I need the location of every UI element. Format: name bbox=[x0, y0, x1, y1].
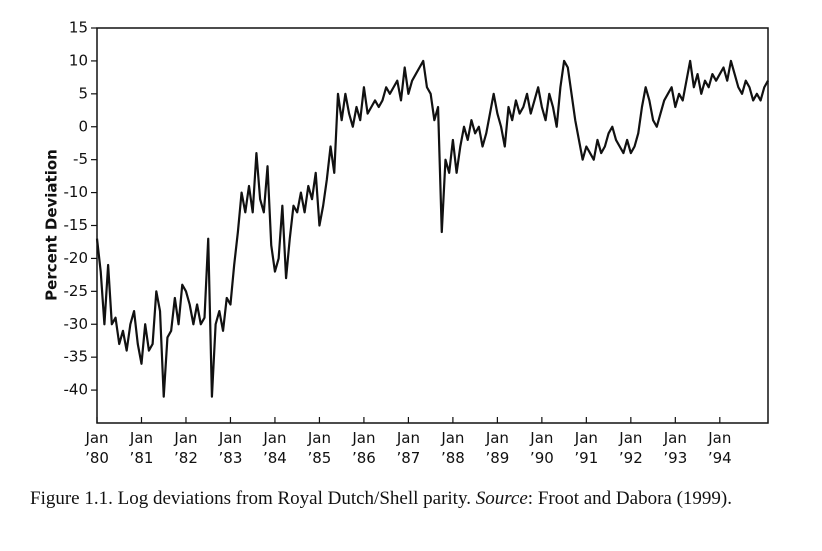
x-tick-label-line: ’88 bbox=[441, 449, 465, 467]
x-tick-label-line: Jan bbox=[396, 429, 420, 447]
caption-source: Source bbox=[475, 488, 528, 509]
x-tick-label-line: ’91 bbox=[574, 449, 598, 467]
x-tick-label-line: ’85 bbox=[308, 449, 332, 467]
x-tick-label: Jan ’89 bbox=[485, 429, 509, 467]
y-tick-label: 0 bbox=[78, 117, 88, 135]
x-tick-label-line: Jan bbox=[84, 429, 108, 447]
x-tick-label: Jan ’82 bbox=[173, 429, 197, 467]
x-tick-label: Jan ’90 bbox=[529, 429, 553, 467]
series-line bbox=[95, 59, 769, 398]
x-tick-label-line: Jan bbox=[707, 429, 731, 447]
y-tick-label: -5 bbox=[73, 150, 88, 168]
x-tick-label-line: ’94 bbox=[708, 449, 732, 467]
x-tick-label-line: Jan bbox=[218, 429, 242, 447]
x-tick-label: Jan ’85 bbox=[307, 429, 331, 467]
x-tick-label: Jan ’88 bbox=[440, 429, 464, 467]
y-tick-label: -10 bbox=[64, 183, 89, 201]
x-tick-label-line: ’84 bbox=[263, 449, 287, 467]
x-tick-label-line: Jan bbox=[440, 429, 464, 447]
x-tick-label-line: Jan bbox=[529, 429, 553, 447]
x-tick-label-line: Jan bbox=[618, 429, 642, 447]
x-tick-label-line: ’80 bbox=[85, 449, 109, 467]
x-tick-label: Jan ’81 bbox=[129, 429, 153, 467]
y-tick-label: -15 bbox=[64, 216, 89, 234]
x-tick-label-line: ’93 bbox=[663, 449, 687, 467]
x-tick-label: Jan ’86 bbox=[351, 429, 375, 467]
y-axis-label: Percent Deviation bbox=[43, 149, 61, 301]
x-tick-label-line: Jan bbox=[307, 429, 331, 447]
chart: Percent Deviation -40 -35 -30 -25 -20 -15 -10 -… bbox=[43, 19, 769, 467]
x-tick-label: Jan ’92 bbox=[618, 429, 642, 467]
caption-text: Figure 1.1. Log deviations from Royal Du… bbox=[30, 488, 471, 509]
caption-text: : Froot and Dabora (1999). bbox=[527, 488, 733, 509]
y-tick-label: 10 bbox=[69, 51, 88, 69]
x-tick-label: Jan ’84 bbox=[262, 429, 286, 467]
x-tick-label-line: ’81 bbox=[130, 449, 154, 467]
x-tick-label-line: Jan bbox=[574, 429, 598, 447]
x-tick-label-line: ’86 bbox=[352, 449, 376, 467]
x-tick-label-line: ’87 bbox=[396, 449, 420, 467]
x-tick-label-line: Jan bbox=[129, 429, 153, 447]
x-tick-label-line: ’90 bbox=[530, 449, 554, 467]
x-tick-label-line: ’89 bbox=[485, 449, 509, 467]
x-tick-label-line: Jan bbox=[485, 429, 509, 447]
x-tick-label: Jan ’94 bbox=[707, 429, 731, 467]
x-tick-label: Jan ’87 bbox=[396, 429, 420, 467]
x-tick-label-line: ’92 bbox=[619, 449, 643, 467]
x-tick-label-line: Jan bbox=[173, 429, 197, 447]
y-tick-label: -20 bbox=[64, 249, 89, 267]
y-tick-label: -25 bbox=[64, 282, 89, 300]
y-tick-label: -40 bbox=[64, 381, 89, 399]
x-tick-label: Jan ’91 bbox=[574, 429, 598, 467]
x-tick-label: Jan ’93 bbox=[663, 429, 687, 467]
plot-frame bbox=[96, 27, 769, 424]
y-tick-label: -30 bbox=[64, 315, 89, 333]
y-tick-label: -35 bbox=[64, 348, 89, 366]
y-tick-label: 5 bbox=[78, 84, 88, 102]
y-tick-label: 15 bbox=[69, 19, 88, 37]
x-tick-label-line: Jan bbox=[351, 429, 375, 447]
x-tick-label: Jan ’80 bbox=[84, 429, 108, 467]
x-tick-label-line: ’82 bbox=[174, 449, 198, 467]
x-tick-label: Jan ’83 bbox=[218, 429, 242, 467]
x-tick-label-line: Jan bbox=[262, 429, 286, 447]
x-tick-label-line: ’83 bbox=[219, 449, 243, 467]
caption: Figure 1.1. Log deviations from Royal Du… bbox=[30, 486, 777, 511]
x-tick-label-line: Jan bbox=[663, 429, 687, 447]
